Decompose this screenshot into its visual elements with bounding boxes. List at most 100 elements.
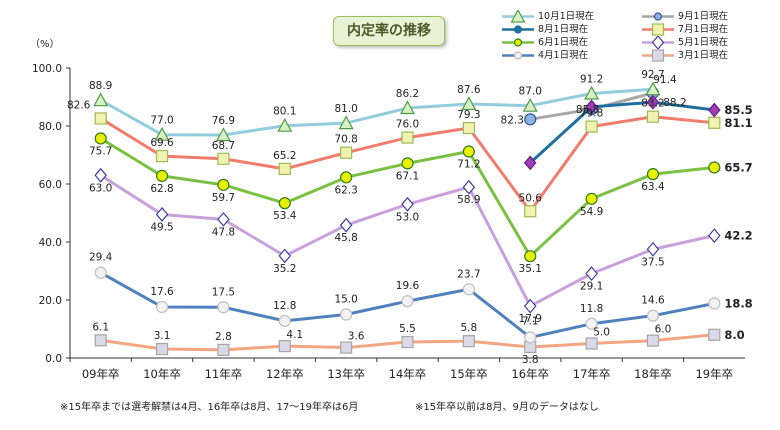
- legend-label: 5月1日現在: [678, 37, 729, 48]
- data-label: 92.7: [641, 69, 664, 81]
- legend-swatch: [502, 8, 534, 23]
- data-label: 47.8: [212, 226, 235, 238]
- data-label: 54.9: [580, 206, 603, 218]
- series-line: [99, 87, 654, 137]
- data-point: [155, 207, 169, 222]
- data-point: [277, 117, 293, 132]
- data-label: 6.1: [92, 321, 109, 333]
- data-point: [338, 115, 354, 130]
- data-point: [462, 179, 476, 195]
- data-label: 70.8: [334, 134, 357, 146]
- data-point: [462, 283, 475, 296]
- data-point: [278, 197, 291, 210]
- data-label: 76.0: [396, 119, 419, 131]
- y-tick-label: 60.0: [39, 179, 62, 191]
- data-label: 6.0: [655, 324, 672, 336]
- data-label: 35.2: [273, 263, 296, 275]
- data-label: 81.0: [334, 103, 357, 115]
- data-point-diamond: [646, 94, 660, 110]
- data-label: 62.3: [334, 184, 357, 196]
- data-label: 17.5: [212, 286, 235, 298]
- data-label: 63.0: [89, 182, 112, 194]
- data-point: [94, 167, 107, 183]
- y-tick-label: 40.0: [39, 237, 62, 249]
- data-label: 79.3: [457, 109, 480, 121]
- data-point: [401, 157, 414, 170]
- legend-swatch: [502, 38, 534, 47]
- data-label: 68.7: [212, 140, 235, 152]
- data-point: [340, 341, 353, 354]
- x-tick-label: 09年卒: [82, 367, 120, 381]
- data-point: [462, 335, 475, 348]
- data-label: 12.8: [273, 300, 296, 312]
- data-point: [278, 162, 291, 176]
- legend-swatch: [642, 12, 674, 21]
- data-label: 5.8: [461, 322, 478, 334]
- data-point: [522, 97, 538, 112]
- data-point: [708, 161, 721, 174]
- footnote-missing-data: ※15年卒以前は8月、9月のデータはなし: [415, 402, 599, 413]
- data-label: 29.4: [89, 252, 113, 264]
- data-point: [708, 328, 721, 341]
- x-tick-label: 13年卒: [327, 367, 365, 381]
- data-point-diamond: [708, 102, 721, 118]
- data-point: [340, 146, 353, 159]
- data-point: [215, 127, 231, 142]
- data-point: [340, 308, 353, 321]
- data-point: [645, 81, 661, 96]
- legend-label: 8月1日現在: [538, 24, 589, 35]
- x-tick-label: 18年卒: [634, 367, 672, 381]
- data-label: 87.0: [519, 86, 542, 98]
- data-label: 76.9: [212, 115, 235, 127]
- data-label: 79.8: [580, 108, 603, 120]
- data-label: 42.2: [724, 229, 752, 243]
- data-label: 87.6: [457, 84, 481, 96]
- data-label: 35.1: [519, 263, 542, 275]
- data-point: [339, 217, 353, 233]
- data-label: 49.5: [150, 221, 173, 233]
- data-point: [217, 211, 230, 227]
- data-label: 85.5: [724, 103, 752, 117]
- data-label: 37.5: [641, 256, 664, 268]
- data-label: 58.9: [457, 194, 480, 206]
- data-label: 63.4: [641, 181, 665, 193]
- legend-swatch: [642, 49, 674, 62]
- data-point: [155, 150, 169, 163]
- legend-item-jul: 7月1日現在: [640, 23, 728, 36]
- data-label: 86.2: [396, 88, 419, 100]
- data-point: [585, 266, 598, 282]
- x-tick-label: 17年卒: [573, 367, 611, 381]
- data-label: 82.6: [67, 99, 91, 111]
- x-tick-label: 15年卒: [450, 367, 488, 381]
- data-label: 5.0: [593, 327, 610, 339]
- data-point: [217, 343, 230, 356]
- data-label: 59.7: [212, 192, 235, 204]
- data-label: 62.8: [150, 183, 173, 195]
- data-point: [524, 250, 537, 263]
- data-label: 91.2: [580, 74, 603, 86]
- legend-marker: [510, 8, 526, 23]
- data-point: [401, 196, 414, 212]
- data-point: [646, 334, 660, 347]
- data-point: [708, 116, 721, 129]
- data-point: [278, 314, 291, 327]
- data-point: [524, 331, 537, 344]
- data-label: 15.0: [334, 294, 357, 306]
- data-label: 75.7: [89, 145, 112, 157]
- data-label: 83.2: [641, 98, 664, 110]
- data-point: [646, 241, 660, 257]
- legend-swatch: [502, 51, 534, 60]
- x-tick-label: 11年卒: [205, 367, 243, 381]
- data-point: [524, 205, 537, 218]
- data-point-diamond: [585, 99, 598, 115]
- legend-item-sep: 9月1日現在: [640, 10, 728, 23]
- data-point: [524, 113, 537, 126]
- data-label: 91.4: [653, 74, 677, 86]
- data-point: [93, 92, 109, 107]
- data-label: 82.3: [501, 114, 524, 126]
- legend-item-mar: 3月1日現在: [640, 49, 728, 62]
- data-label: 65.2: [273, 150, 296, 162]
- legend-swatch: [642, 23, 674, 36]
- legend-marker: [653, 12, 663, 21]
